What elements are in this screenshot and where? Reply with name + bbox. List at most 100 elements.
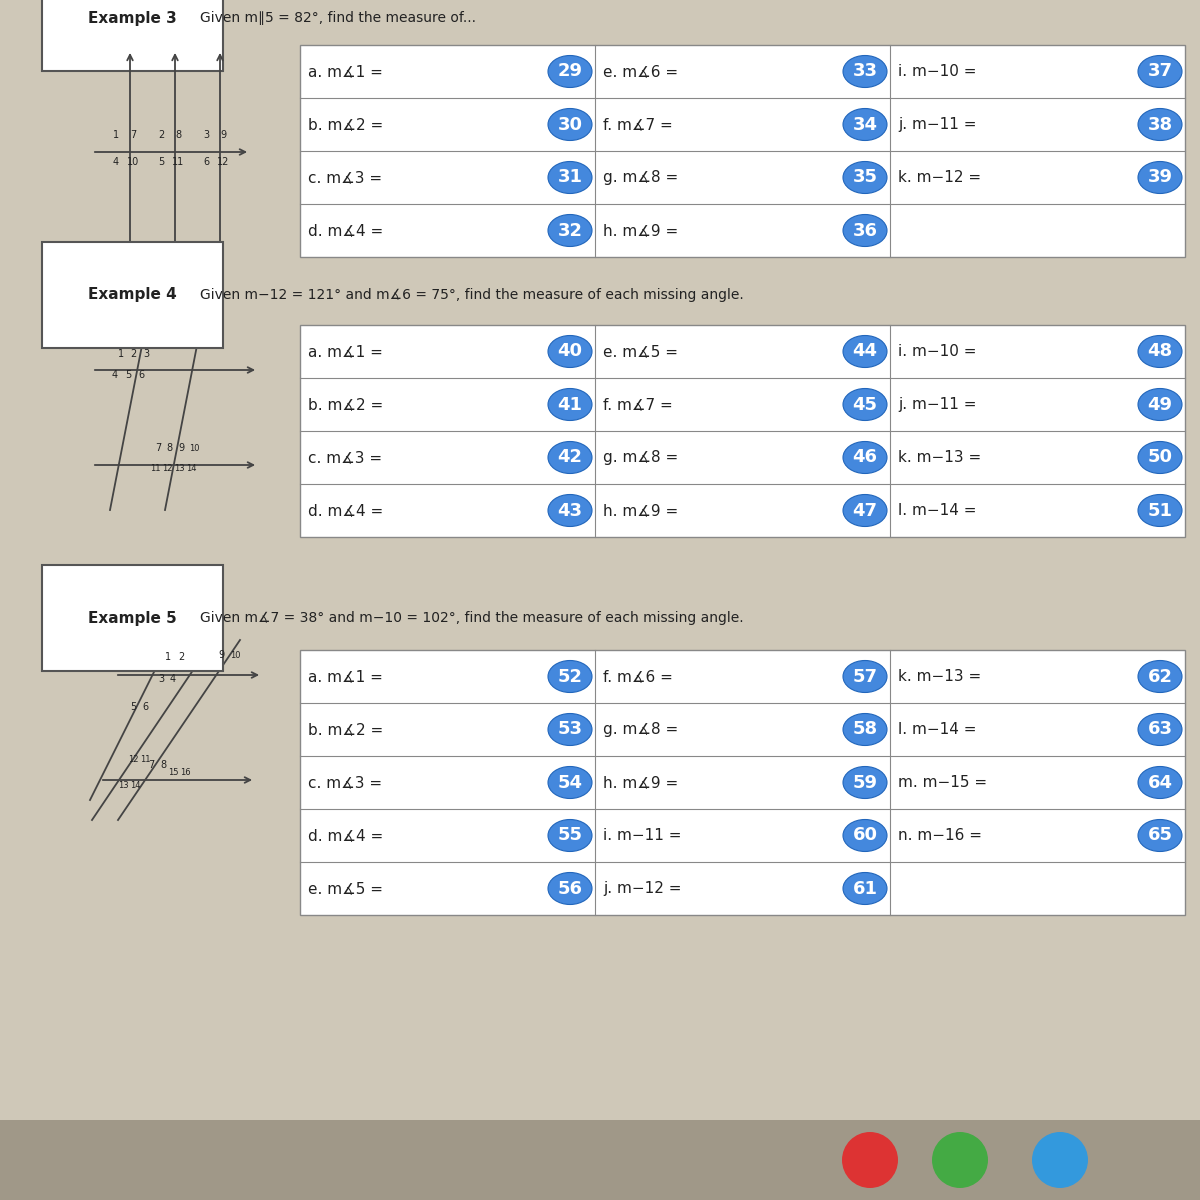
Text: k. m−13 =: k. m−13 = xyxy=(898,450,982,464)
Text: 29: 29 xyxy=(558,62,582,80)
Text: h. m∡9 =: h. m∡9 = xyxy=(604,503,678,518)
Text: 53: 53 xyxy=(558,720,582,738)
Text: 5: 5 xyxy=(125,370,131,380)
Text: 63: 63 xyxy=(1147,720,1172,738)
Text: 11: 11 xyxy=(140,755,150,764)
Ellipse shape xyxy=(548,660,592,692)
Text: 56: 56 xyxy=(558,880,582,898)
Text: 43: 43 xyxy=(558,502,582,520)
Ellipse shape xyxy=(1138,714,1182,745)
Text: 4: 4 xyxy=(170,674,176,684)
Text: 6: 6 xyxy=(142,702,148,712)
Text: f. m∡7 =: f. m∡7 = xyxy=(604,116,673,132)
Text: 31: 31 xyxy=(558,168,582,186)
Circle shape xyxy=(932,1132,988,1188)
Text: 36: 36 xyxy=(852,222,877,240)
Text: 50: 50 xyxy=(1147,449,1172,467)
Text: 14: 14 xyxy=(130,781,140,790)
Ellipse shape xyxy=(548,162,592,193)
Text: 1: 1 xyxy=(166,652,172,662)
Text: Example 5: Example 5 xyxy=(88,611,176,625)
Text: a. m∡1 =: a. m∡1 = xyxy=(308,670,383,684)
Ellipse shape xyxy=(1138,389,1182,420)
Ellipse shape xyxy=(548,55,592,88)
Text: 15: 15 xyxy=(168,768,179,778)
Bar xyxy=(300,325,1186,538)
Text: i. m−11 =: i. m−11 = xyxy=(604,828,682,842)
Text: a. m∡1 =: a. m∡1 = xyxy=(308,344,383,359)
Ellipse shape xyxy=(1138,336,1182,367)
Text: 13: 13 xyxy=(118,781,128,790)
Text: f. m∡7 =: f. m∡7 = xyxy=(604,397,673,412)
Text: 3: 3 xyxy=(143,349,149,359)
Ellipse shape xyxy=(842,872,887,905)
Text: 16: 16 xyxy=(180,768,191,778)
Text: j. m−11 =: j. m−11 = xyxy=(898,397,977,412)
Text: 5: 5 xyxy=(158,157,164,167)
Text: 2: 2 xyxy=(158,130,164,140)
Text: Example 4: Example 4 xyxy=(88,288,176,302)
Ellipse shape xyxy=(842,820,887,852)
Text: 34: 34 xyxy=(852,115,877,133)
Text: e. m∡5 =: e. m∡5 = xyxy=(604,344,678,359)
Text: i. m−10 =: i. m−10 = xyxy=(898,64,977,79)
Ellipse shape xyxy=(1138,55,1182,88)
Ellipse shape xyxy=(548,767,592,798)
Text: 37: 37 xyxy=(1147,62,1172,80)
Circle shape xyxy=(842,1132,898,1188)
Text: m. m−15 =: m. m−15 = xyxy=(898,775,988,790)
Text: 8: 8 xyxy=(175,130,181,140)
Text: 48: 48 xyxy=(1147,342,1172,360)
Text: d. m∡4 =: d. m∡4 = xyxy=(308,503,383,518)
Text: 8: 8 xyxy=(166,443,172,452)
Text: 60: 60 xyxy=(852,827,877,845)
Ellipse shape xyxy=(842,389,887,420)
Text: 61: 61 xyxy=(852,880,877,898)
Text: l. m−14 =: l. m−14 = xyxy=(898,722,977,737)
Text: 46: 46 xyxy=(852,449,877,467)
Text: g. m∡8 =: g. m∡8 = xyxy=(604,722,678,737)
Text: 4: 4 xyxy=(113,157,119,167)
Ellipse shape xyxy=(842,55,887,88)
Text: d. m∡4 =: d. m∡4 = xyxy=(308,828,383,842)
Text: 58: 58 xyxy=(852,720,877,738)
Ellipse shape xyxy=(1138,162,1182,193)
Ellipse shape xyxy=(842,714,887,745)
Ellipse shape xyxy=(842,108,887,140)
Text: 65: 65 xyxy=(1147,827,1172,845)
Text: j. m−11 =: j. m−11 = xyxy=(898,116,977,132)
Text: 9: 9 xyxy=(218,650,224,660)
Text: g. m∡8 =: g. m∡8 = xyxy=(604,450,678,464)
Text: 39: 39 xyxy=(1147,168,1172,186)
Text: b. m∡2 =: b. m∡2 = xyxy=(308,722,383,737)
Text: 51: 51 xyxy=(1147,502,1172,520)
Text: 64: 64 xyxy=(1147,774,1172,792)
Text: 7: 7 xyxy=(155,443,161,452)
Bar xyxy=(300,44,1186,257)
Text: 41: 41 xyxy=(558,396,582,414)
Text: 9: 9 xyxy=(178,443,184,452)
Text: k. m−12 =: k. m−12 = xyxy=(898,170,982,185)
Text: 62: 62 xyxy=(1147,667,1172,685)
Text: 10: 10 xyxy=(230,650,240,660)
Text: 5: 5 xyxy=(130,702,137,712)
Text: 6: 6 xyxy=(203,157,209,167)
Text: 38: 38 xyxy=(1147,115,1172,133)
Ellipse shape xyxy=(842,442,887,474)
Text: 10: 10 xyxy=(190,444,199,452)
Text: Given m∡7 = 38° and m−10 = 102°, find the measure of each missing angle.: Given m∡7 = 38° and m−10 = 102°, find th… xyxy=(200,611,744,625)
Ellipse shape xyxy=(1138,442,1182,474)
Text: l. m−14 =: l. m−14 = xyxy=(898,503,977,518)
Text: e. m∡5 =: e. m∡5 = xyxy=(308,881,383,896)
Text: f. m∡6 =: f. m∡6 = xyxy=(604,670,673,684)
Text: a. m∡1 =: a. m∡1 = xyxy=(308,64,383,79)
Text: 3: 3 xyxy=(158,674,164,684)
Text: 2: 2 xyxy=(178,652,185,662)
Ellipse shape xyxy=(548,714,592,745)
Ellipse shape xyxy=(1138,660,1182,692)
Ellipse shape xyxy=(548,108,592,140)
Text: 47: 47 xyxy=(852,502,877,520)
Ellipse shape xyxy=(1138,767,1182,798)
Text: j. m−12 =: j. m−12 = xyxy=(604,881,682,896)
Text: 2: 2 xyxy=(130,349,137,359)
